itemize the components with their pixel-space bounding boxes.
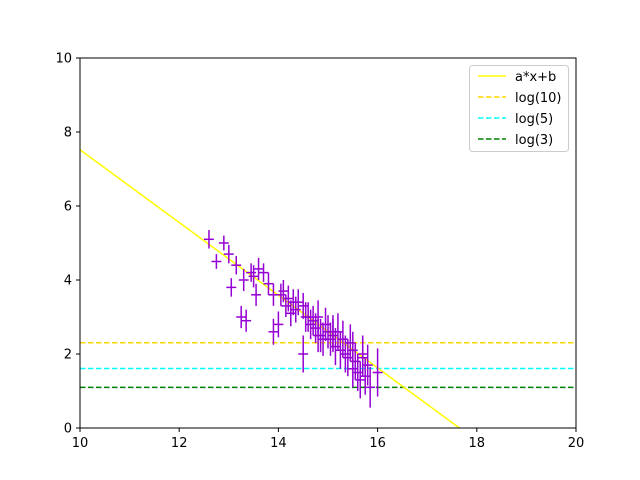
data-point [263, 272, 274, 295]
y-tick-label: 0 [64, 422, 72, 437]
legend-box [469, 65, 569, 152]
data-point [223, 244, 234, 264]
data-point [258, 263, 269, 282]
data-point [360, 357, 371, 395]
data-point [350, 342, 361, 380]
legend-label-log10: log(10) [515, 91, 562, 106]
data-point [238, 268, 249, 292]
data-point [330, 328, 341, 366]
data-point [347, 331, 358, 369]
data-point [335, 331, 346, 369]
data-point [305, 309, 316, 340]
legend-label-log5: log(5) [515, 112, 553, 127]
data-point [303, 302, 314, 332]
data-point [328, 315, 338, 349]
data-point [342, 339, 353, 377]
data-point [253, 257, 264, 280]
data-point [298, 292, 309, 319]
x-axis-ticks: 10 12 14 16 18 20 [72, 428, 585, 451]
data-point [204, 230, 214, 249]
y-tick-label: 4 [64, 274, 72, 289]
data-point [345, 324, 356, 362]
data-point [337, 320, 348, 358]
data-point [357, 339, 368, 377]
x-tick-label: 10 [72, 436, 89, 451]
x-tick-label: 12 [171, 436, 188, 451]
data-point [310, 313, 321, 343]
data-point [325, 322, 336, 356]
data-point [251, 283, 262, 306]
data-point [246, 263, 257, 282]
data-point [320, 307, 331, 342]
data-point [283, 285, 294, 312]
data-point [273, 311, 284, 338]
data-point [365, 366, 376, 408]
x-tick-label: 16 [369, 436, 386, 451]
data-point [268, 318, 279, 345]
y-tick-label: 8 [64, 126, 72, 141]
data-point [236, 305, 247, 329]
data-point [293, 289, 304, 316]
y-tick-label: 2 [64, 348, 72, 363]
data-point [340, 335, 351, 373]
data-point [231, 255, 242, 275]
data-point [211, 254, 222, 269]
data-point [268, 283, 279, 306]
legend-label-fit: a*x+b [515, 70, 556, 85]
data-point [308, 305, 319, 336]
plot-frame [79, 57, 577, 429]
y-tick-label: 6 [64, 200, 72, 215]
fit-line [79, 149, 460, 429]
y-tick-label: 10 [55, 52, 72, 67]
data-point [290, 296, 301, 323]
fit-line-layer [79, 149, 460, 429]
x-tick-label: 20 [568, 436, 585, 451]
data-point [218, 235, 229, 251]
data-point [362, 344, 373, 386]
data-point [313, 318, 324, 353]
data-point [355, 361, 366, 399]
y-axis-ticks: 0 2 4 6 8 10 [55, 52, 80, 437]
data-point [298, 335, 309, 373]
x-tick-label: 18 [469, 436, 486, 451]
legend-label-log3: log(3) [515, 133, 553, 148]
data-point [285, 300, 296, 327]
legend: a*x+b log(10) log(5) log(3) [469, 65, 569, 152]
data-point [372, 348, 383, 397]
data-point [226, 278, 237, 297]
x-tick-label: 14 [270, 436, 287, 451]
data-point [241, 309, 252, 332]
data-point [352, 354, 363, 391]
data-points [204, 230, 383, 408]
